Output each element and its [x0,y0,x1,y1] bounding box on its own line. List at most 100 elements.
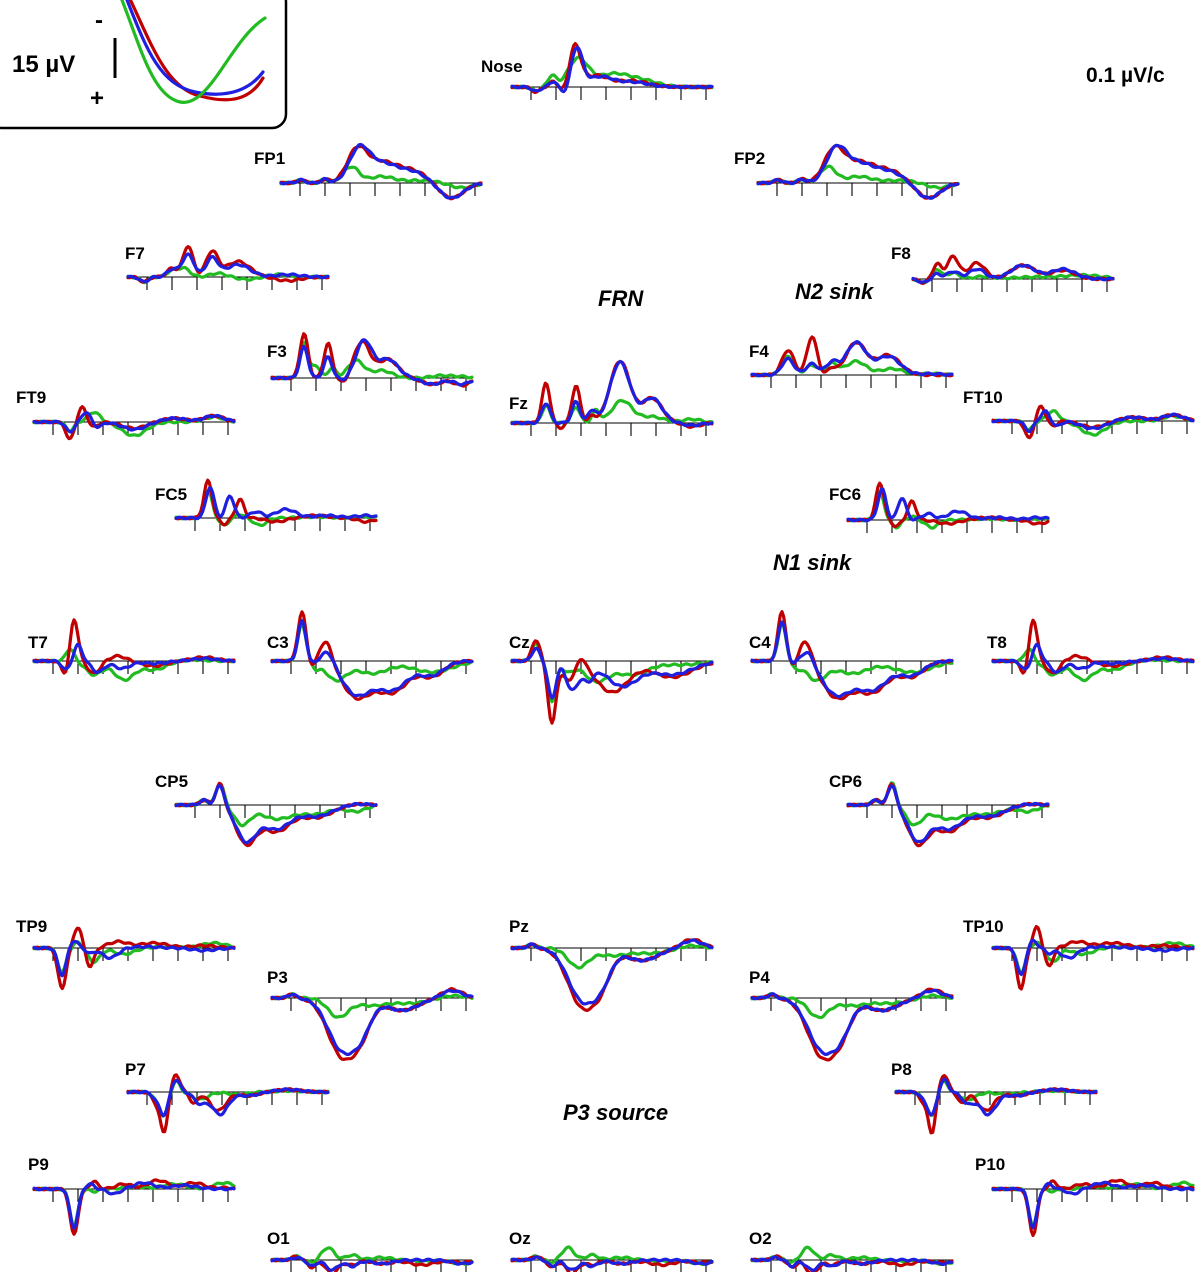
electrode-axis [913,278,1113,292]
trace-blue [32,642,236,675]
electrode-label: TP9 [16,917,47,936]
electrode-p8: P8 [891,1060,1098,1135]
trace-red [32,926,236,991]
electrode-label: CP5 [155,772,188,791]
electrode-label: F4 [749,342,769,361]
trace-red [174,781,378,848]
electrode-label: TP10 [963,917,1004,936]
electrode-label: FC6 [829,485,861,504]
electrode-label: Pz [509,917,529,936]
electrode-label: F7 [125,244,145,263]
legend-trace-blue [125,0,265,96]
trace-red [750,335,954,378]
trace-blue [846,784,1050,844]
trace-blue [32,1181,236,1230]
electrode-axis [993,1188,1193,1202]
legend-negative-sign: - [95,7,103,34]
trace-blue [756,143,960,200]
electrode-label: FC5 [155,485,187,504]
electrode-label: FT10 [963,388,1003,407]
trace-blue [270,619,474,698]
legend-amplitude-label: 15 µV [12,51,75,78]
trace-blue [126,1078,330,1118]
trace-blue [991,409,1195,434]
electrode-cp5: CP5 [155,772,378,848]
trace-blue [126,252,330,284]
electrode-label: T7 [28,633,48,652]
trace-blue [270,338,474,387]
electrode-f8: F8 [891,244,1115,292]
trace-green [756,164,960,190]
trace-blue [510,938,714,1006]
electrode-label: C3 [267,633,289,652]
trace-blue [991,938,1195,976]
electrode-label: O1 [267,1229,290,1248]
legend-trace-green [120,0,267,104]
trace-blue [750,620,954,699]
electrode-o1: O1 [267,1229,474,1272]
electrode-axis [512,86,712,100]
electrode-label: T8 [987,633,1007,652]
electrode-plots: Nose FP1 FP2 F7 F8 F3 Fz F4 FT9 FT10 FC5 FC6 T7 C3 Cz C… [16,42,1195,1272]
electrode-ft9: FT9 [16,388,236,441]
electrode-label: F3 [267,342,287,361]
electrode-axis [512,422,712,436]
electrode-label: Cz [509,633,530,652]
trace-blue [750,988,954,1056]
electrode-label: Fz [509,394,528,413]
electrode-p4: P4 [749,968,954,1062]
trace-blue [911,263,1115,284]
electrode-o2: O2 [749,1229,954,1272]
trace-red [174,478,378,527]
trace-red [991,925,1195,991]
electrode-label: P7 [125,1060,146,1079]
trace-blue [279,142,483,200]
trace-red [510,938,714,1012]
electrode-cz: Cz [509,633,714,725]
trace-blue [32,411,236,434]
electrode-tp10: TP10 [963,917,1195,991]
trace-blue [174,783,378,845]
trace-blue [991,642,1195,674]
electrode-label: P4 [749,968,770,987]
electrode-label: FP1 [254,149,285,168]
electrode-fp1: FP1 [254,142,483,201]
electrode-label: P10 [975,1155,1005,1174]
electrode-label: FP2 [734,149,765,168]
trace-blue [510,1255,714,1271]
legend-trace-red [128,0,265,102]
trace-blue [510,359,714,428]
trace-blue [846,487,1050,523]
electrode-p9: P9 [28,1155,236,1236]
electrode-fp2: FP2 [734,143,960,200]
electrode-tp9: TP9 [16,917,236,991]
trace-blue [510,45,714,94]
trace-green [846,781,1050,827]
legend-frame [0,0,288,130]
component-p3-source: P3 source [563,1100,668,1125]
component-frn: FRN [598,286,644,311]
scale-label: 0.1 µV/c [1086,64,1165,87]
electrode-c4: C4 [749,610,954,701]
trace-red [510,360,714,431]
electrode-t7: T7 [28,618,236,683]
electrode-f4: F4 [749,335,954,388]
trace-blue [32,939,236,978]
electrode-axis [752,374,952,388]
trace-red [756,143,960,200]
trace-blue [750,1255,954,1272]
legend-positive-sign: + [90,85,104,112]
electrode-axis [281,182,481,196]
electrode-c3: C3 [267,610,474,701]
electrode-oz: Oz [509,1229,714,1272]
trace-blue [750,340,954,378]
electrode-label: P9 [28,1155,49,1174]
electrode-label: Oz [509,1229,531,1248]
electrode-label: FT9 [16,388,46,407]
component-n1-sink: N1 sink [773,550,853,575]
electrode-fc6: FC6 [829,481,1050,533]
electrode-label: P3 [267,968,288,987]
trace-blue [510,646,714,700]
trace-red [846,782,1050,848]
